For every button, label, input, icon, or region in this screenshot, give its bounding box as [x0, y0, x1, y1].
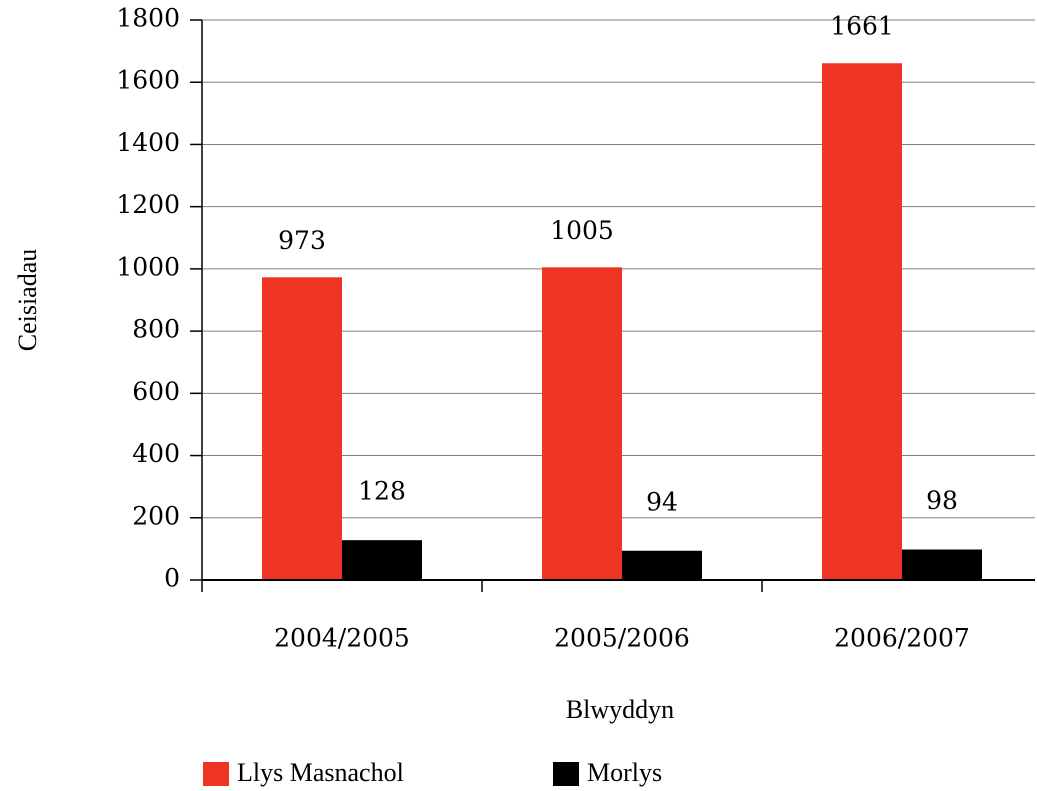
bar — [342, 540, 422, 580]
y-tick-label: 0 — [164, 564, 180, 593]
bar — [262, 277, 342, 580]
x-tick-label: 2004/2005 — [274, 624, 410, 653]
y-tick-label: 800 — [132, 315, 180, 344]
legend-label: Morlys — [587, 758, 662, 787]
data-label: 98 — [926, 486, 958, 515]
y-tick-label: 1400 — [116, 128, 180, 157]
bar — [902, 549, 982, 580]
data-label: 128 — [358, 477, 406, 506]
bar — [622, 550, 702, 580]
legend-swatch — [553, 762, 579, 786]
x-tick-label: 2005/2006 — [554, 624, 690, 653]
data-label: 1661 — [830, 12, 894, 41]
bar — [542, 267, 622, 580]
legend-label: Llys Masnachol — [237, 758, 404, 787]
x-axis-label: Blwyddyn — [566, 695, 674, 724]
bar — [822, 63, 902, 580]
x-tick-label: 2006/2007 — [834, 624, 970, 653]
y-tick-label: 1000 — [116, 252, 180, 281]
y-tick-label: 1200 — [116, 190, 180, 219]
y-axis-label: Ceisiadau — [13, 249, 42, 352]
data-label: 1005 — [550, 216, 614, 245]
y-tick-label: 200 — [132, 501, 180, 530]
data-label: 94 — [646, 487, 678, 516]
y-tick-label: 1800 — [116, 4, 180, 33]
y-tick-label: 400 — [132, 439, 180, 468]
legend-swatch — [203, 762, 229, 786]
y-tick-label: 600 — [132, 377, 180, 406]
data-label: 973 — [278, 226, 326, 255]
y-tick-label: 1600 — [116, 66, 180, 95]
